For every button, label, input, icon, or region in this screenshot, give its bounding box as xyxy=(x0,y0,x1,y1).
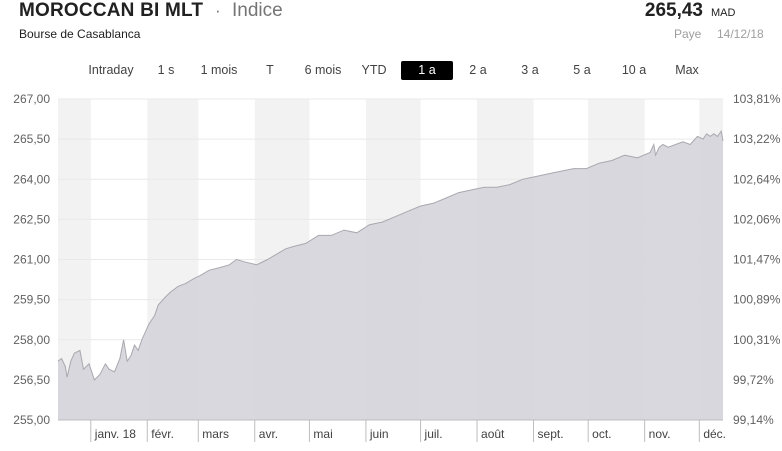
price-line xyxy=(57,129,724,381)
range-max[interactable]: Max xyxy=(675,63,699,77)
y-right-tick-label: 99,14% xyxy=(733,413,774,427)
y-left-tick-label: 267,00 xyxy=(13,92,50,106)
y-right-tick-label: 102,64% xyxy=(733,172,781,186)
y-left-tick-label: 262,50 xyxy=(13,212,50,226)
price-area xyxy=(57,129,724,421)
range-2-years[interactable]: 2 a xyxy=(469,63,487,77)
range-intraday[interactable]: Intraday xyxy=(88,63,134,77)
x-tick-label: avr. xyxy=(259,427,278,441)
title-separator: · xyxy=(215,1,221,20)
y-right-tick-label: 103,22% xyxy=(733,132,781,146)
y-right-tick-label: 103,81% xyxy=(733,92,781,106)
y-left-tick-label: 256,50 xyxy=(13,373,50,387)
range-3-years[interactable]: 3 a xyxy=(521,63,539,77)
range-6-months[interactable]: 6 mois xyxy=(304,63,342,77)
range-1-year[interactable]: 1 a xyxy=(401,61,453,80)
y-left-tick-label: 259,50 xyxy=(13,293,50,307)
instrument-title: MOROCCAN BI MLT xyxy=(19,0,204,21)
exchange-name: Bourse de Casablanca xyxy=(19,27,141,41)
quote-date: 14/12/18 xyxy=(717,27,764,41)
range-5-years[interactable]: 5 a xyxy=(573,63,591,77)
range-quarter[interactable]: T xyxy=(266,63,274,77)
x-tick-label: mars xyxy=(202,427,229,441)
y-left-tick-label: 255,00 xyxy=(13,413,50,427)
x-tick-label: nov. xyxy=(649,427,671,441)
quote-country: Paye xyxy=(674,27,702,41)
y-right-tick-label: 99,72% xyxy=(733,373,774,387)
y-left-tick-label: 265,50 xyxy=(13,132,50,146)
y-right-tick-label: 101,47% xyxy=(733,253,781,267)
y-axis-right: 103,81% 103,22% 102,64% 102,06% 101,47% 100,8… xyxy=(733,92,781,427)
instrument-type: Indice xyxy=(232,0,283,21)
x-tick-label: sept. xyxy=(538,427,564,441)
x-tick-label: oct. xyxy=(592,427,611,441)
x-tick-label: mai xyxy=(313,427,332,441)
area-fill xyxy=(58,131,723,420)
range-ytd[interactable]: YTD xyxy=(361,63,387,77)
y-right-tick-label: 102,06% xyxy=(733,212,781,226)
y-left-tick-label: 258,00 xyxy=(13,333,50,347)
y-right-tick-label: 100,89% xyxy=(733,293,781,307)
x-tick-label: déc. xyxy=(703,427,726,441)
price-currency: MAD xyxy=(711,7,736,19)
x-tick-label: juin xyxy=(369,427,389,441)
time-range-selector: Intraday 1 s 1 mois T 6 mois YTD 1 a 2 a… xyxy=(0,61,782,80)
x-tick-label: juil. xyxy=(424,427,443,441)
x-tick-label: août xyxy=(481,427,505,441)
last-price: 265,43 xyxy=(644,0,703,21)
y-left-tick-label: 261,00 xyxy=(13,253,50,267)
x-tick-label: févr. xyxy=(151,427,174,441)
x-axis: janv. 18 févr. mars avr. mai juin juil. août sep… xyxy=(90,420,726,442)
range-1-week[interactable]: 1 s xyxy=(157,63,175,77)
y-right-tick-label: 100,31% xyxy=(733,333,781,347)
x-tick-label: janv. 18 xyxy=(94,427,136,441)
y-axis-left: 267,00 265,50 264,00 262,50 261,00 259,50 258,… xyxy=(13,92,50,427)
y-left-tick-label: 264,00 xyxy=(13,172,50,186)
range-10-years[interactable]: 10 a xyxy=(621,63,647,77)
range-1-month[interactable]: 1 mois xyxy=(200,63,238,77)
